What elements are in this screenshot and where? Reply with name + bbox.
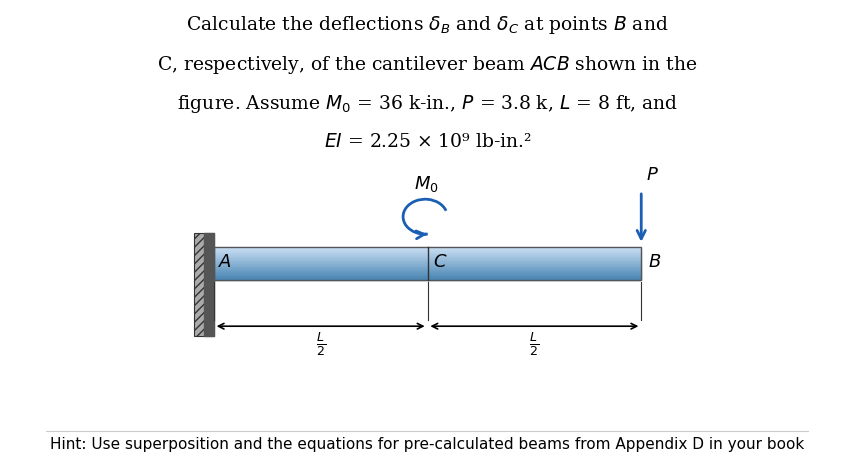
Text: C, respectively, of the cantilever beam $ACB$ shown in the: C, respectively, of the cantilever beam … <box>157 54 698 75</box>
Bar <box>214 258 641 259</box>
Bar <box>214 255 641 256</box>
Text: figure. Assume $M_0$ = 36 k-in., $P$ = 3.8 k, $L$ = 8 ft, and: figure. Assume $M_0$ = 36 k-in., $P$ = 3… <box>177 93 678 115</box>
Text: $\frac{L}{2}$: $\frac{L}{2}$ <box>529 330 540 358</box>
Bar <box>214 261 641 262</box>
Bar <box>214 251 641 252</box>
Bar <box>214 248 641 249</box>
Text: Calculate the deflections $\delta_B$ and $\delta_C$ at points $B$ and: Calculate the deflections $\delta_B$ and… <box>186 14 669 36</box>
Text: $B$: $B$ <box>648 253 662 271</box>
Bar <box>214 262 641 263</box>
Text: Hint: Use superposition and the equations for pre-calculated beams from Appendix: Hint: Use superposition and the equation… <box>50 437 805 452</box>
Bar <box>214 252 641 253</box>
Bar <box>214 272 641 273</box>
Bar <box>214 275 641 276</box>
Bar <box>214 266 641 267</box>
Bar <box>214 257 641 258</box>
Bar <box>214 247 641 248</box>
Bar <box>214 249 641 250</box>
Bar <box>214 269 641 270</box>
Bar <box>214 273 641 274</box>
Bar <box>214 247 641 280</box>
Bar <box>214 278 641 279</box>
Text: $\frac{L}{2}$: $\frac{L}{2}$ <box>315 330 326 358</box>
Bar <box>214 263 641 264</box>
Text: $EI$ = 2.25 × 10⁹ lb-in.²: $EI$ = 2.25 × 10⁹ lb-in.² <box>323 133 532 151</box>
Bar <box>214 277 641 278</box>
Bar <box>214 259 641 260</box>
Bar <box>214 279 641 280</box>
Bar <box>214 256 641 257</box>
Bar <box>214 267 641 268</box>
Bar <box>214 260 641 261</box>
Text: $M_0$: $M_0$ <box>415 174 439 194</box>
Bar <box>194 233 214 336</box>
Bar <box>214 264 641 265</box>
Bar <box>203 233 214 336</box>
Text: $P$: $P$ <box>646 166 658 184</box>
Bar <box>214 250 641 251</box>
Bar <box>214 270 641 271</box>
Bar <box>214 271 641 272</box>
Bar <box>214 268 641 269</box>
Text: $A$: $A$ <box>218 253 233 271</box>
Bar <box>214 254 641 255</box>
Bar <box>214 276 641 277</box>
Bar <box>214 265 641 266</box>
Text: $C$: $C$ <box>433 253 447 271</box>
Bar <box>214 253 641 254</box>
